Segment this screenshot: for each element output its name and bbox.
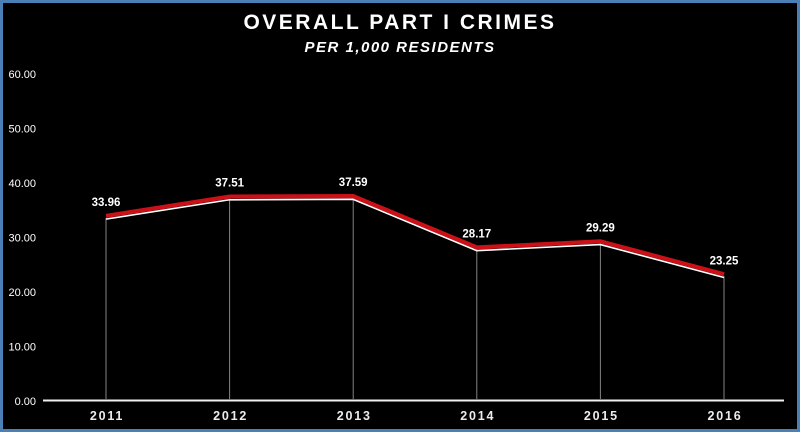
y-axis-tick-label: 0.00 [15,396,36,408]
crime-rate-line [105,194,725,277]
x-axis-tick-label: 2014 [460,409,495,423]
x-axis-tick-label: 2016 [707,409,742,423]
x-axis-tick-label: 2012 [213,409,248,423]
data-label: 29.29 [586,222,615,234]
data-label: 33.96 [92,197,121,209]
y-axis-tick-label: 10.00 [8,342,36,354]
y-axis-tick-label: 30.00 [8,233,36,245]
chart-subtitle: PER 1,000 RESIDENTS [304,39,496,57]
data-label: 37.51 [215,178,244,190]
chart-title: OVERALL PART I CRIMES [243,11,557,34]
line-shadow [105,198,725,279]
data-label: 23.25 [710,255,739,267]
x-axis-tick-label: 2015 [584,409,619,423]
data-label: 28.17 [462,228,491,240]
chart-header: OVERALL PART I CRIMES PER 1,000 RESIDENT… [0,10,800,57]
y-axis-tick-label: 60.00 [8,69,36,81]
x-axis-tick-label: 2011 [90,409,124,423]
y-axis-tick-label: 20.00 [8,287,36,299]
x-axis-tick-label: 2013 [337,409,372,423]
data-label: 37.59 [339,177,368,189]
y-axis-tick-label: 40.00 [8,178,36,190]
y-axis-tick-label: 50.00 [8,124,36,136]
